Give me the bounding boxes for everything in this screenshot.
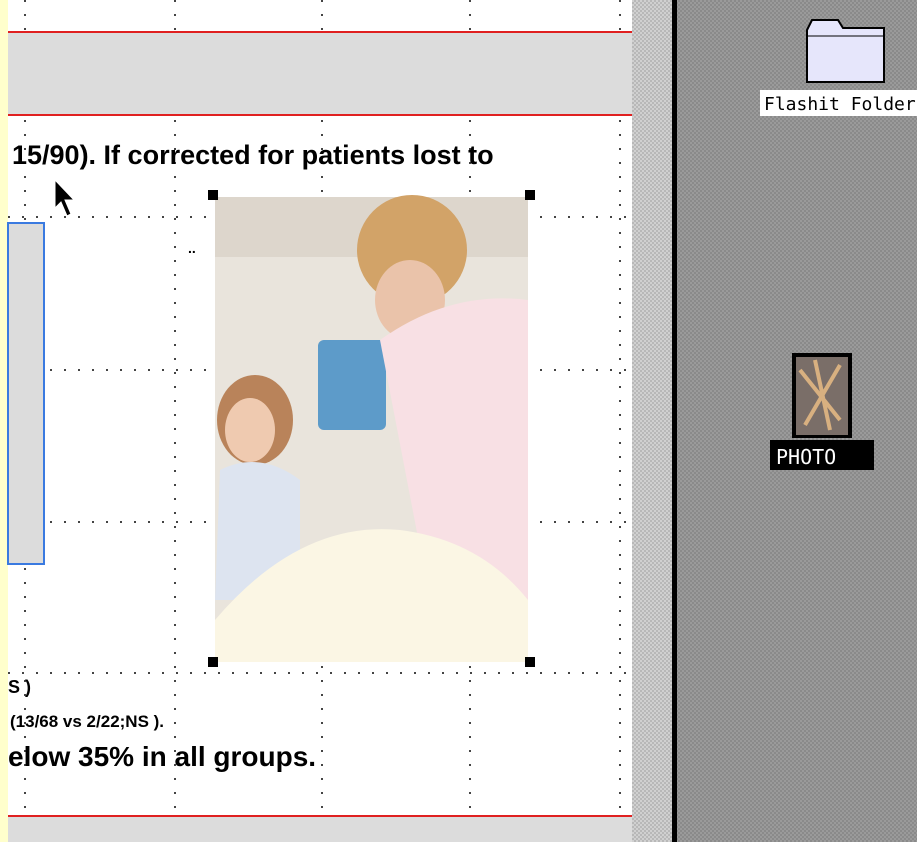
window-edge <box>672 0 677 842</box>
icon-label-box <box>770 440 874 470</box>
folder-icon[interactable] <box>806 19 885 83</box>
body-text: S ) <box>8 677 31 697</box>
header-band <box>8 33 632 114</box>
icon-label[interactable]: Flashit Folder <box>764 94 916 115</box>
text-box[interactable] <box>7 222 45 565</box>
footer-band <box>8 817 632 842</box>
icon-label-box <box>760 90 917 116</box>
photo-icon[interactable] <box>792 353 852 438</box>
scrollbar[interactable] <box>632 0 672 842</box>
cursor <box>54 178 76 217</box>
icon-label[interactable]: PHOTO <box>776 445 836 469</box>
body-text: 15/90). If corrected for patients lost t… <box>12 140 494 170</box>
selection-handles[interactable] <box>208 190 535 667</box>
left-strip <box>0 0 8 842</box>
body-text: elow 35% in all groups. <box>8 741 316 772</box>
marker: .. <box>188 240 196 256</box>
photo[interactable] <box>215 195 528 662</box>
body-text: (13/68 vs 2/22;NS ). <box>10 712 164 731</box>
